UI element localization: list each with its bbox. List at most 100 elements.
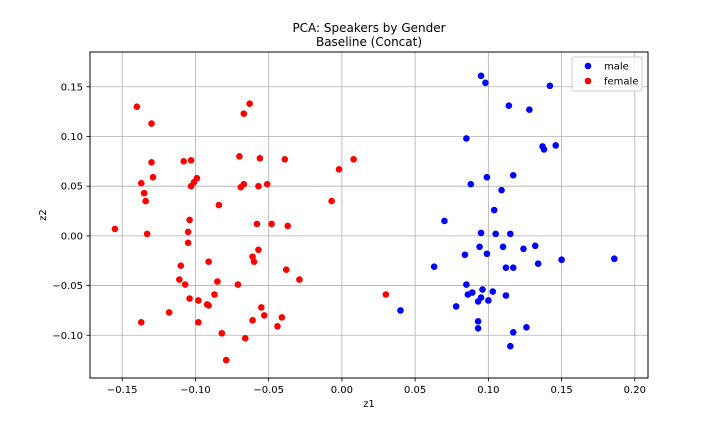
female-point	[218, 329, 226, 337]
female-point	[278, 314, 286, 321]
female-point	[260, 312, 268, 319]
grid-lines	[90, 52, 648, 378]
male-point	[558, 256, 565, 264]
y-tick-label: 0.10	[61, 132, 83, 143]
male-point	[531, 242, 539, 250]
female-point	[328, 197, 335, 205]
male-point	[397, 307, 404, 314]
male-point	[492, 230, 499, 238]
female-point	[215, 201, 223, 209]
male-point	[489, 288, 497, 295]
female-point	[382, 291, 390, 298]
female-point	[187, 157, 195, 164]
female-point	[246, 100, 253, 107]
legend: male female	[571, 56, 643, 92]
female-point	[137, 179, 145, 187]
female-point	[195, 297, 202, 304]
female-point	[184, 228, 192, 236]
series-male	[397, 72, 618, 350]
male-point	[507, 342, 514, 350]
female-point	[249, 253, 256, 261]
x-tick-label: −0.15	[107, 385, 138, 396]
series-female	[111, 100, 390, 364]
male-point	[483, 250, 491, 258]
x-axis-label: z1	[363, 399, 375, 410]
x-tick-label: −0.10	[180, 385, 211, 396]
male-point	[430, 263, 438, 270]
male-point	[523, 324, 530, 331]
female-point	[148, 159, 155, 166]
male-point	[509, 171, 517, 179]
female-point	[258, 304, 265, 311]
female-point	[249, 317, 256, 324]
legend-marker-male	[584, 62, 592, 70]
x-tick-label: 0.20	[624, 385, 646, 396]
male-point	[526, 106, 533, 113]
female-point	[186, 216, 193, 224]
female-point	[187, 182, 195, 190]
female-point	[149, 173, 157, 181]
male-point	[441, 217, 448, 225]
male-point	[546, 82, 554, 90]
male-point	[509, 328, 517, 336]
male-point	[502, 292, 510, 299]
female-point	[256, 155, 264, 162]
female-point	[137, 319, 145, 326]
y-tick-label: 0.15	[61, 82, 83, 93]
female-point	[281, 156, 289, 163]
x-tick-label: 0.05	[404, 385, 426, 396]
chart-title: PCA: Speakers by Gender	[292, 21, 445, 35]
female-point	[205, 302, 212, 309]
female-point	[148, 120, 155, 127]
female-point	[180, 158, 188, 165]
female-point	[263, 180, 271, 188]
male-point	[490, 206, 498, 214]
female-point	[255, 182, 262, 190]
plot-area-frame	[89, 51, 649, 379]
female-point	[195, 319, 202, 326]
y-axis-label: z2	[38, 209, 49, 221]
male-point	[476, 243, 483, 251]
male-point	[483, 173, 491, 181]
female-point	[214, 278, 221, 285]
x-tick-label: −0.05	[253, 385, 284, 396]
male-point	[540, 146, 548, 153]
female-point	[181, 281, 189, 288]
male-point	[479, 286, 486, 293]
chart-subtitle: Baseline (Concat)	[316, 35, 422, 49]
female-point	[133, 103, 141, 110]
male-point	[477, 72, 485, 80]
female-point	[211, 291, 218, 298]
male-point	[520, 245, 527, 253]
female-point	[222, 356, 230, 364]
female-point	[142, 197, 149, 205]
male-point	[534, 260, 542, 268]
male-point	[509, 264, 517, 271]
male-point	[474, 298, 482, 305]
female-point	[284, 222, 292, 230]
male-point	[463, 281, 470, 288]
female-point	[165, 309, 173, 316]
female-point	[143, 230, 151, 238]
male-point	[505, 102, 513, 109]
male-point	[464, 291, 472, 298]
axis-ticks: −0.15 −0.10 −0.05 0.00 0.05 0.10 0.15 0.20 −0.10…	[52, 82, 646, 396]
female-point	[296, 276, 303, 283]
female-point	[177, 262, 185, 269]
male-point	[461, 251, 469, 259]
female-point	[236, 153, 243, 160]
male-point	[611, 255, 618, 263]
male-point	[482, 79, 489, 87]
x-tick-label: 0.10	[477, 385, 499, 396]
y-tick-label: −0.05	[52, 281, 83, 292]
male-point	[485, 297, 492, 304]
legend-marker-female	[584, 77, 592, 85]
female-point	[274, 323, 281, 330]
male-point	[552, 142, 560, 149]
female-point	[253, 220, 261, 228]
male-point	[477, 229, 485, 237]
y-tick-label: 0.00	[61, 231, 83, 242]
female-point	[234, 281, 242, 288]
female-point	[255, 246, 262, 254]
